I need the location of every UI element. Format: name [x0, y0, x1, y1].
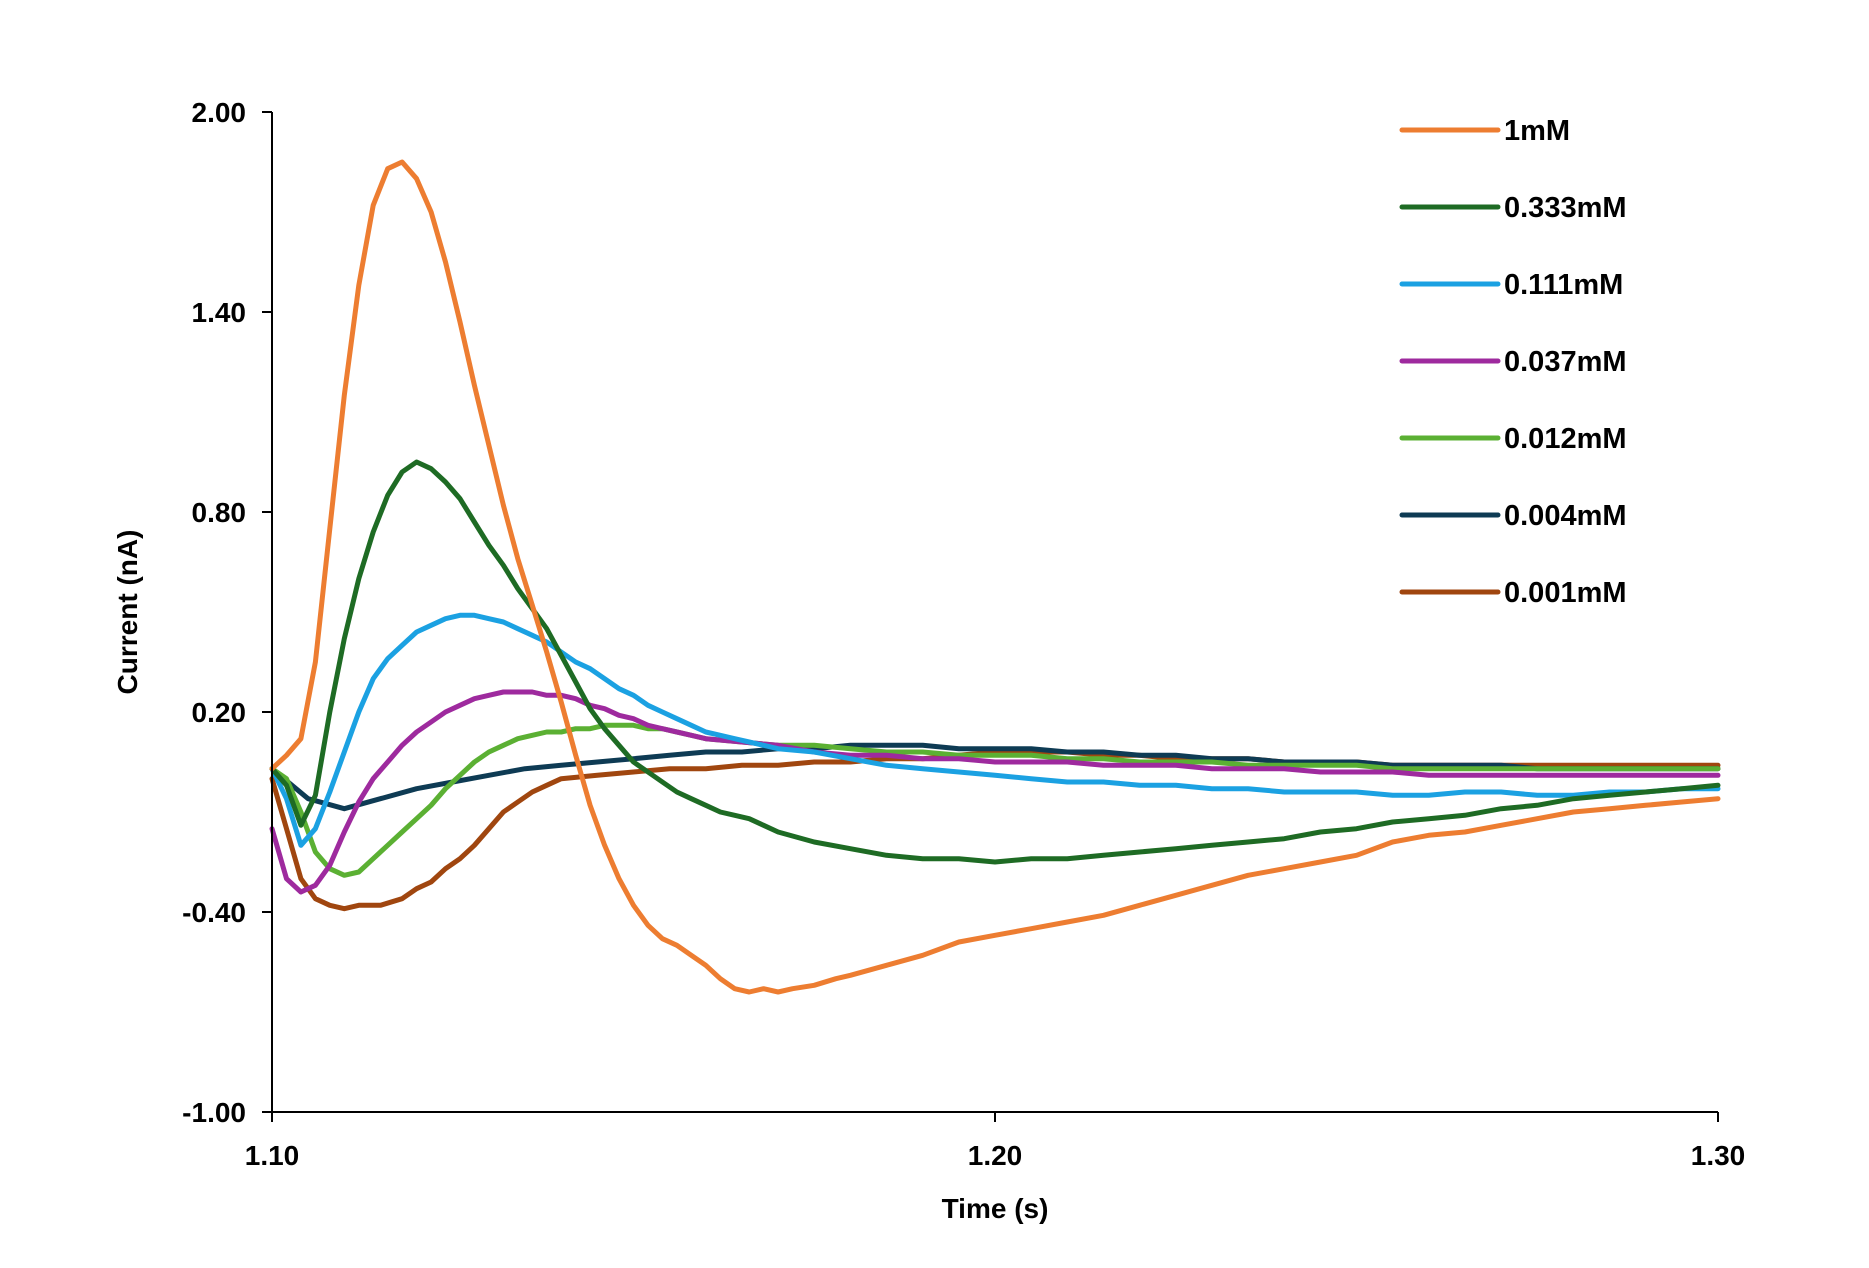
legend-label: 0.001mM [1504, 577, 1627, 609]
series-line-0.111mM [269, 612, 1721, 848]
legend: 1mM 0.333mM 0.111mM 0.037mM 0.012mM 0.004mM 0.… [1399, 115, 1627, 609]
y-axis-ticks: 2.00 1.40 0.80 0.20 -0.40 -1.00 [182, 97, 272, 1128]
y-tick-label: 0.80 [192, 497, 247, 528]
y-tick-label: 1.40 [192, 297, 247, 328]
x-axis-ticks: 1.10 1.20 1.30 [245, 1112, 1746, 1171]
y-tick-label: 0.20 [192, 697, 247, 728]
y-tick-label: -0.40 [182, 897, 246, 928]
x-tick-label: 1.10 [245, 1140, 300, 1171]
legend-label: 1mM [1504, 115, 1570, 147]
y-axis-title: Current (nA) [112, 530, 143, 695]
x-axis-title: Time (s) [942, 1193, 1049, 1224]
plot-area: 2.00 1.40 0.80 0.20 -0.40 -1.00 1.10 1.20 1.30 [182, 97, 1745, 1171]
x-tick-label: 1.30 [1691, 1140, 1746, 1171]
x-tick-label: 1.20 [968, 1140, 1023, 1171]
legend-label: 0.111mM [1504, 269, 1623, 301]
y-tick-label: -1.00 [182, 1097, 246, 1128]
legend-label: 0.012mM [1504, 423, 1627, 455]
series-line-1mM [269, 159, 1721, 995]
legend-label: 0.037mM [1504, 346, 1627, 378]
y-tick-label: 2.00 [192, 97, 247, 128]
series-line-0.037mM [269, 689, 1721, 895]
series-line-0.333mM [269, 459, 1721, 865]
legend-label: 0.333mM [1504, 192, 1627, 224]
series-line-0.004mM [269, 742, 1721, 812]
series-layer [269, 159, 1721, 995]
legend-label: 0.004mM [1504, 500, 1627, 532]
